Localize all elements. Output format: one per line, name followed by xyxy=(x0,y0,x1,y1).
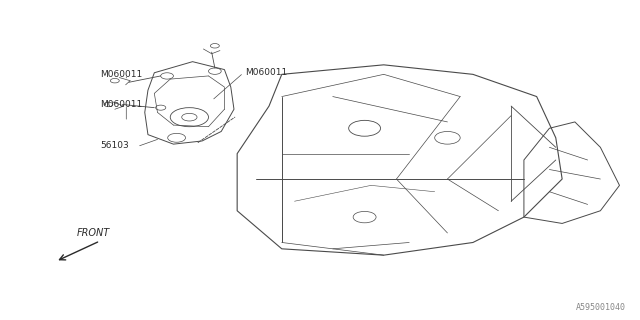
Text: A595001040: A595001040 xyxy=(576,303,626,312)
Text: M060011: M060011 xyxy=(100,100,143,109)
Text: FRONT: FRONT xyxy=(77,228,111,238)
Text: M060011: M060011 xyxy=(100,70,143,79)
Text: M060011: M060011 xyxy=(246,68,288,77)
Text: 56103: 56103 xyxy=(100,141,129,150)
